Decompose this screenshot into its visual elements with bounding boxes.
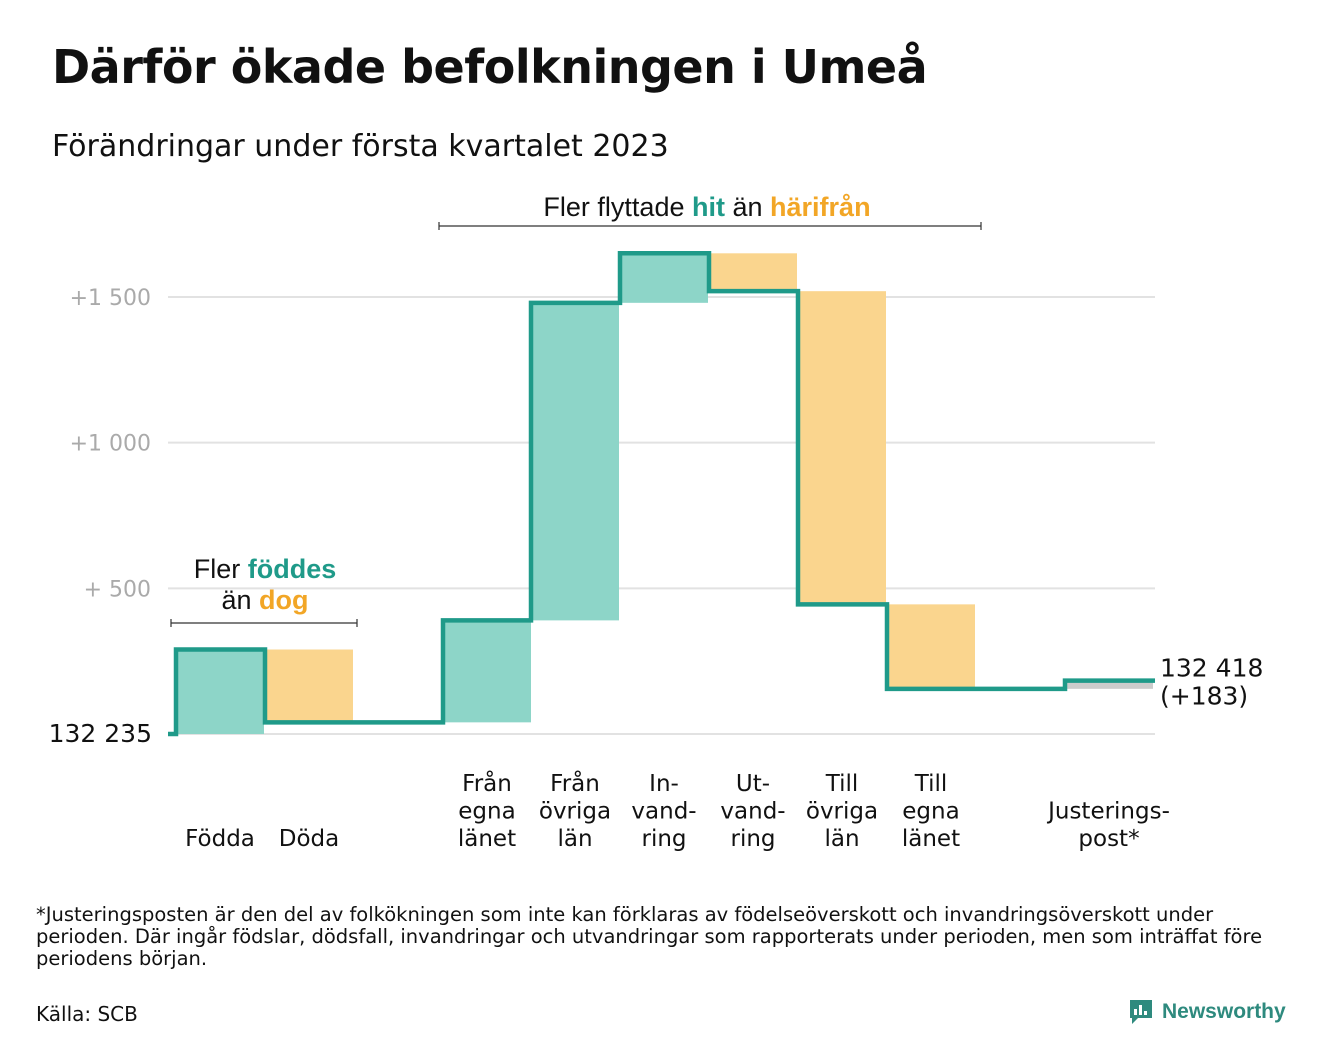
x-label-fran-egna: Från egna länet	[458, 769, 516, 852]
bar-doda	[265, 649, 353, 723]
x-axis-labels: Födda Döda Från egna länet Från övriga län In-va…	[185, 769, 1170, 852]
bar-invandring	[620, 253, 708, 303]
migration-annotation: Fler flyttade hit än härifrån	[438, 192, 982, 230]
x-label-doda: Döda	[279, 826, 339, 852]
y-tick-label: +1 000	[70, 432, 151, 457]
end-value-label: 132 418	[1160, 654, 1263, 683]
x-label-till-ovriga: Till övriga län	[806, 771, 878, 852]
y-tick-label: + 500	[84, 577, 151, 602]
x-label-justering: Justerings-post*	[1046, 799, 1170, 853]
cumulative-step-line	[168, 251, 1155, 737]
births-annotation: Fler föddes än dog	[170, 554, 358, 627]
step-line	[168, 251, 1155, 737]
bar-justering	[1065, 680, 1153, 689]
footnote: *Justeringsposten är den del av folkökni…	[36, 903, 1263, 970]
value-labels: 132 235 132 418(+183)	[49, 654, 1264, 748]
bar-fran-egna	[443, 620, 531, 723]
births-annotation-line2: än dog	[221, 585, 308, 615]
bar-utvandring	[709, 253, 797, 292]
x-label-invandring: In-vand-ring	[631, 771, 696, 852]
bar-till-ovriga	[798, 291, 886, 605]
x-label-utvandring: Ut-vand-ring	[720, 771, 785, 852]
x-label-fran-ovriga: Från övriga län	[539, 769, 611, 852]
bar-fodda	[176, 649, 264, 734]
end-change-label: (+183)	[1160, 682, 1248, 711]
chart-subtitle: Förändringar under första kvartalet 2023	[52, 129, 669, 164]
y-axis-ticks: +1 500 +1 000 + 500	[70, 286, 151, 602]
births-annotation-line1: Fler föddes	[194, 554, 337, 584]
x-label-till-egna: Till egna länet	[902, 771, 960, 852]
chart-title: Därför ökade befolkningen i Umeå	[52, 40, 928, 94]
y-tick-label: +1 500	[70, 286, 151, 311]
source-label: Källa: SCB	[36, 1002, 138, 1026]
x-label-fodda: Födda	[185, 826, 255, 852]
brand-name: Newsworthy	[1162, 1000, 1286, 1023]
bars	[176, 253, 1153, 734]
newsworthy-logo: Newsworthy	[1128, 998, 1286, 1026]
migration-annotation-text: Fler flyttade hit än härifrån	[543, 192, 870, 222]
bar-fran-ovriga	[531, 302, 619, 621]
start-value-label: 132 235	[49, 719, 152, 748]
bar-till-egna	[887, 604, 975, 689]
bar-chart-speech-bubble-icon	[1130, 1000, 1152, 1024]
